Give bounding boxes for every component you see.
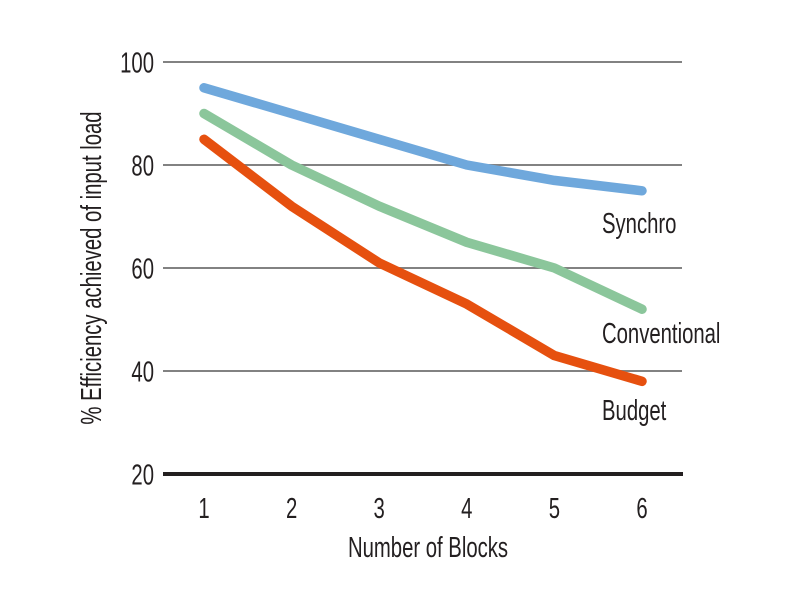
series-label-conventional: Conventional (602, 318, 720, 350)
y-tick-60: 60 (131, 253, 154, 285)
series-line-conventional (199, 108, 647, 314)
x-tick-5: 5 (549, 493, 560, 525)
x-tick-6: 6 (636, 493, 647, 525)
series-label-budget: Budget (602, 395, 666, 427)
x-tick-4: 4 (461, 493, 472, 525)
y-axis-title: % Efficiency achieved of input load (76, 111, 108, 424)
series-label-synchro: Synchro (602, 208, 676, 240)
x-tick-3: 3 (374, 493, 385, 525)
x-tick-labels: 1 2 3 4 5 6 (198, 493, 647, 525)
y-tick-80: 80 (131, 150, 154, 182)
y-tick-40: 40 (131, 356, 154, 388)
y-tick-100: 100 (120, 47, 154, 79)
y-tick-labels: 100 80 60 40 20 (120, 47, 154, 491)
series-inline-labels: Synchro Conventional Budget (602, 208, 720, 427)
x-axis-title: Number of Blocks (348, 532, 508, 564)
series-line-budget (199, 134, 647, 387)
x-tick-2: 2 (286, 493, 297, 525)
series-line-synchro (199, 83, 647, 196)
x-tick-1: 1 (198, 493, 209, 525)
data-series-lines (199, 83, 647, 387)
y-tick-20: 20 (131, 459, 154, 491)
